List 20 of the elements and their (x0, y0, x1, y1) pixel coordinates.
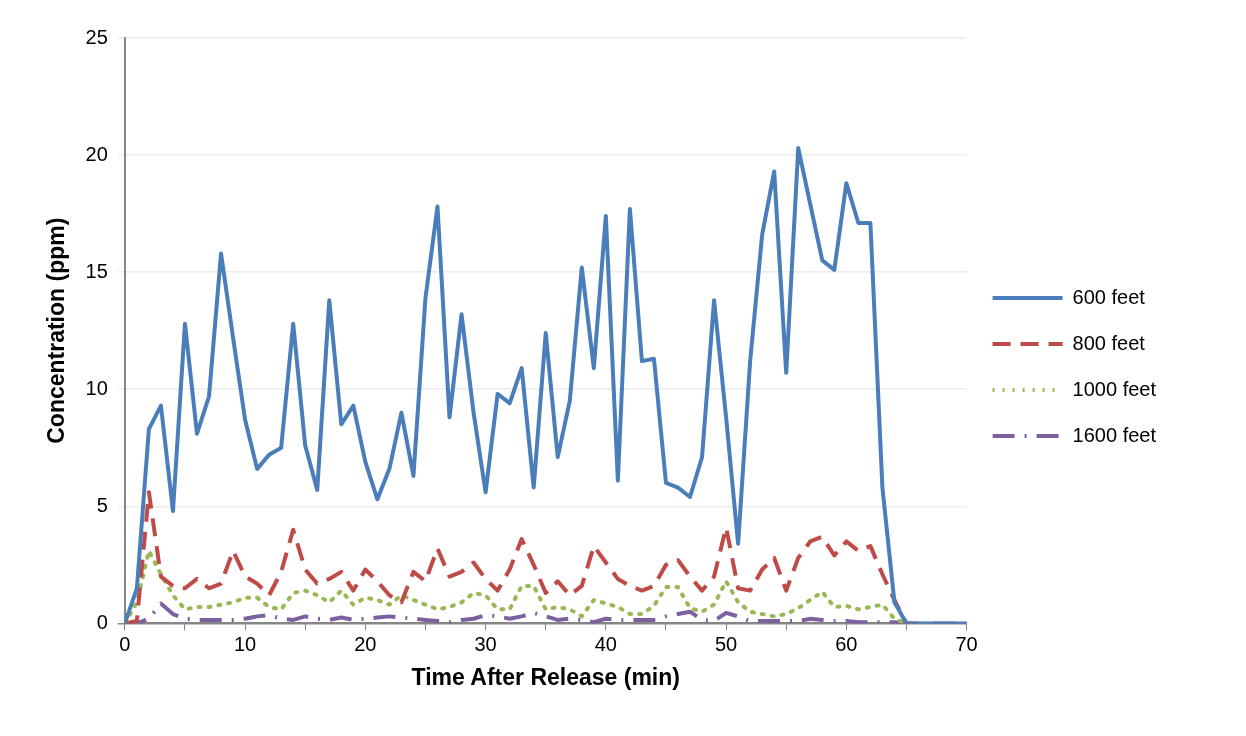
y-tick-label: 5 (96, 493, 108, 516)
y-tick-label: 20 (85, 142, 108, 165)
legend-label: 800 feet (1072, 331, 1146, 354)
x-tick-label: 10 (233, 632, 257, 655)
x-tick-label: 30 (474, 632, 497, 655)
legend-label: 1600 feet (1072, 423, 1157, 446)
y-tick-label: 0 (96, 610, 108, 633)
legend-label: 600 feet (1072, 285, 1146, 308)
y-tick-label: 25 (85, 25, 108, 48)
y-axis-title: Concentration (ppm) (43, 217, 70, 444)
x-tick-label: 60 (835, 632, 858, 655)
x-tick-label: 20 (354, 632, 377, 655)
y-tick-label: 15 (85, 259, 108, 282)
x-tick-label: 50 (714, 632, 738, 655)
x-tick-label: 70 (955, 632, 978, 655)
x-tick-label: 0 (119, 632, 131, 655)
x-axis-title: Time After Release (min) (411, 663, 680, 690)
y-tick-label: 10 (85, 376, 108, 399)
x-tick-label: 40 (594, 632, 617, 655)
legend-label: 1000 feet (1072, 377, 1157, 400)
